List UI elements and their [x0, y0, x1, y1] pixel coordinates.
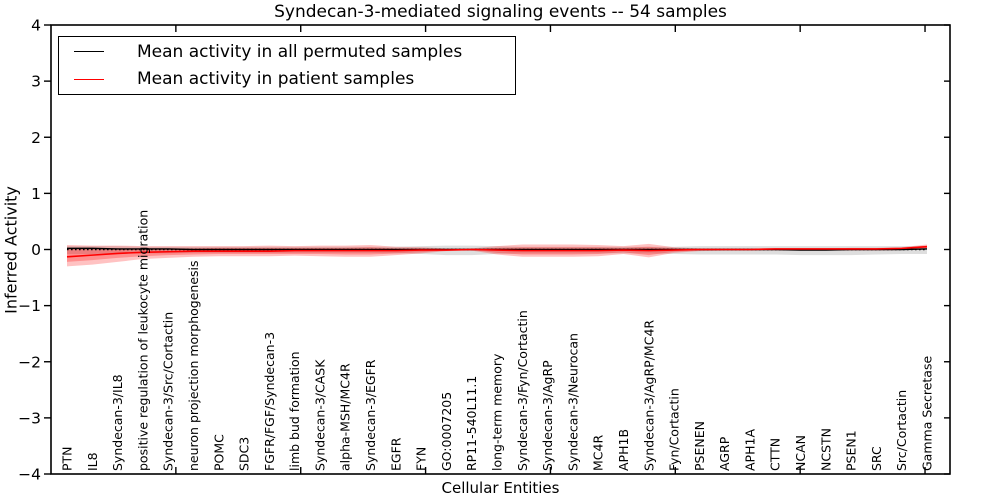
y-tick-label: −4 — [18, 466, 41, 484]
x-entity-label: FGFR/FGF/Syndecan-3 — [262, 332, 277, 471]
x-entity-label: SDC3 — [237, 437, 252, 471]
series-line-patient — [66, 245, 928, 258]
x-entity-label: MC4R — [591, 435, 606, 471]
x-entity-label: Syndecan-3/EGFR — [363, 359, 378, 471]
legend-label: Mean activity in patient samples — [137, 69, 415, 90]
legend-line-black — [74, 51, 104, 53]
x-entity-label: Gamma Secretase — [920, 356, 935, 471]
y-tick-label: −2 — [18, 353, 41, 371]
y-tick-label: 1 — [31, 185, 41, 203]
x-entity-label: NCSTN — [818, 428, 833, 471]
x-entity-label: neuron projection morphogenesis — [186, 260, 201, 471]
x-entity-label: EGFR — [388, 437, 403, 471]
x-entity-label: limb bud formation — [287, 351, 302, 471]
x-axis-title: Cellular Entities — [441, 479, 560, 497]
legend-entry-patient: Mean activity in patient samples — [59, 66, 515, 92]
y-tick-label: 3 — [31, 73, 41, 91]
x-entity-label: IL8 — [85, 452, 100, 471]
x-entity-label: RP11-540L11.1 — [464, 376, 479, 471]
x-entity-label: Syndecan-3/Neurocan — [565, 333, 580, 471]
x-entity-label: SRC — [869, 446, 884, 471]
legend-label: Mean activity in all permuted samples — [137, 41, 463, 62]
x-entity-label: NCAN — [793, 435, 808, 471]
x-entity-label: CTTN — [768, 438, 783, 471]
x-entity-label: Syndecan-3/AgRP — [540, 360, 555, 471]
y-tick-label: 2 — [31, 129, 41, 147]
x-entity-label: Syndecan-3/IL8 — [110, 374, 125, 471]
y-tick-label: 4 — [31, 17, 41, 35]
x-entity-label: Syndecan-3/Src/Cortactin — [161, 312, 176, 471]
x-entity-label: Src/Cortactin — [894, 390, 909, 471]
legend-box: Mean activity in all permuted samples Me… — [58, 36, 516, 95]
x-entity-label: Fyn/Cortactin — [667, 388, 682, 471]
x-entity-label: Syndecan-3/AgRP/MC4R — [641, 320, 656, 471]
x-entity-label: Syndecan-3/CASK — [312, 359, 327, 471]
x-entity-label: APH1A — [742, 429, 757, 471]
y-axis-title: Inferred Activity — [1, 186, 21, 314]
legend-entry-permuted: Mean activity in all permuted samples — [59, 39, 515, 65]
x-entity-label: alpha-MSH/MC4R — [338, 363, 353, 471]
x-entity-label: positive regulation of leukocyte migrati… — [135, 210, 150, 471]
y-tick-label: 0 — [31, 241, 41, 259]
x-entity-label: FYN — [414, 447, 429, 471]
y-tick-label: −1 — [18, 297, 41, 315]
x-entity-label: PSEN1 — [844, 430, 859, 471]
x-entity-label: POMC — [211, 434, 226, 471]
x-entity-label: AGRP — [717, 436, 732, 471]
x-entity-label: GO:0007205 — [439, 392, 454, 471]
chart-title: Syndecan-3-mediated signaling events -- … — [274, 2, 727, 22]
x-entity-label: long-term memory — [490, 353, 505, 471]
x-entity-label: APH1B — [616, 429, 631, 471]
x-entity-label: PTN — [60, 446, 75, 471]
y-tick-label: −3 — [18, 409, 41, 427]
x-entity-label: PSENEN — [692, 421, 707, 471]
legend-line-red — [74, 78, 104, 80]
x-entity-label: Syndecan-3/Fyn/Cortactin — [515, 310, 530, 471]
